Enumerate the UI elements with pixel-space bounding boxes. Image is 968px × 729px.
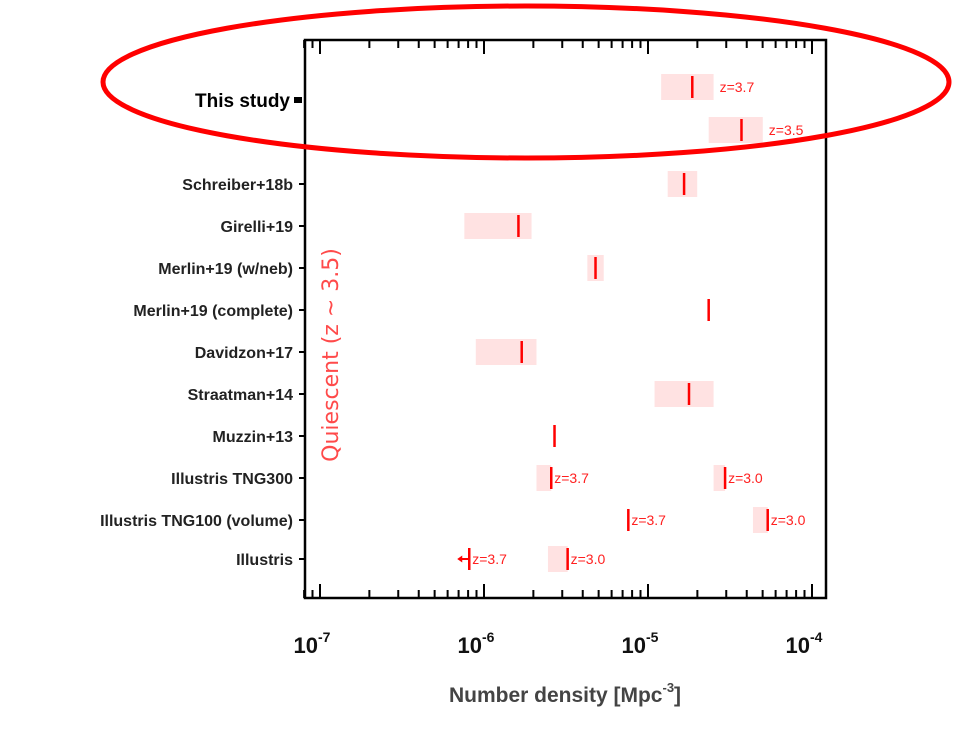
redshift-label: z=3.5: [769, 122, 804, 138]
row-label: Merlin+19 (complete): [133, 303, 293, 320]
range-box: [547, 546, 568, 572]
row-label: Muzzin+13: [213, 429, 294, 446]
x-tick-labels: 10-7 10-6 10-5 10-4: [294, 629, 823, 658]
redshift-label: z=3.7: [554, 470, 589, 486]
x-tick-label: 10-7: [294, 629, 331, 658]
row-label: Illustris: [236, 552, 293, 569]
highlight-ellipse: [100, 3, 952, 161]
row-label: Illustris TNG300: [171, 471, 293, 488]
range-box: [661, 74, 714, 100]
redshift-label: z=3.0: [771, 512, 806, 528]
row-label: Illustris TNG100 (volume): [100, 513, 293, 530]
x-tick-label: 10-6: [458, 629, 495, 658]
redshift-label: z=3.0: [571, 551, 606, 567]
x-tick-label: 10-4: [786, 629, 823, 658]
group-label: Quiescent (z ~ 3.5): [319, 248, 344, 462]
study-label: This study: [195, 91, 290, 112]
row-label: Schreiber+18b: [182, 177, 293, 194]
range-box: [536, 465, 552, 491]
x-axis-ticks: [303, 40, 813, 598]
range-box: [713, 465, 726, 491]
x-tick-label: 10-5: [622, 629, 659, 658]
row-label: Straatman+14: [188, 387, 293, 404]
study-label-tick: [294, 97, 302, 103]
row-label: Davidzon+17: [195, 345, 293, 362]
arrow-head-icon: [457, 555, 463, 563]
row-label: Girelli+19: [221, 219, 294, 236]
range-box: [464, 213, 532, 239]
plot-frame: [303, 38, 828, 600]
data-marks: z=3.7 z=3.5 z=3.7 z=3.0 z=3.7 z=3.0 z=3.7 z=3.0: [457, 74, 806, 572]
redshift-label: z=3.7: [472, 551, 507, 567]
row-labels: Schreiber+18b Girelli+19 Merlin+19 (w/neb)…: [100, 177, 306, 569]
range-box: [708, 117, 763, 143]
redshift-label: z=3.0: [728, 470, 763, 486]
range-box: [475, 339, 537, 365]
range-box: [752, 507, 768, 533]
range-box: [667, 171, 698, 197]
range-box: [654, 381, 714, 407]
row-label: Merlin+19 (w/neb): [158, 261, 293, 278]
redshift-label: z=3.7: [720, 79, 755, 95]
x-axis-label: Number density [Mpc-3]: [449, 680, 681, 707]
redshift-label: z=3.7: [631, 512, 666, 528]
